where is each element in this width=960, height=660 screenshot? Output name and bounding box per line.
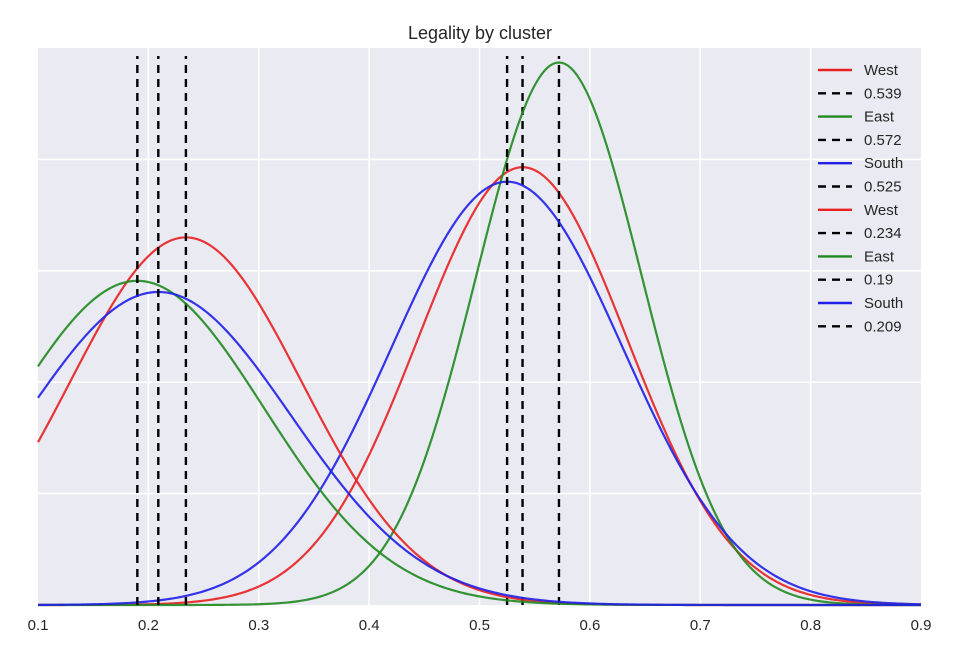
legend: West 0.539 East 0.572 South 0.525 West 0.234 Eas… [818,62,903,335]
x-tick-label: 0.2 [138,617,159,634]
legend-label: 0.209 [864,318,902,335]
legend-label: West [864,62,899,79]
chart-title: Legality by cluster [408,23,552,43]
legend-label: 0.234 [864,225,902,242]
legend-label: East [864,248,895,265]
series-layer [37,56,922,607]
x-tick-label: 0.4 [359,617,380,634]
x-tick-label: 0.1 [28,617,49,634]
x-tick-label: 0.8 [800,617,821,634]
x-tick-label: 0.7 [690,617,711,634]
legend-label: 0.572 [864,132,902,149]
legend-label: 0.539 [864,85,902,102]
x-tick-label: 0.3 [248,617,269,634]
series-curve-south [37,180,922,606]
legend-label: South [864,155,903,172]
legend-label: 0.525 [864,179,902,196]
legend-label: South [864,295,903,312]
legend-label: 0.19 [864,272,893,289]
tick-layer: 0.1 0.2 0.3 0.4 0.5 0.6 0.7 0.8 0.9 [28,617,932,634]
x-tick-label: 0.9 [911,617,932,634]
legend-label: East [864,109,895,126]
x-tick-label: 0.6 [579,617,600,634]
grid-layer [38,48,921,605]
series-curve-south [37,290,921,607]
x-tick-label: 0.5 [469,617,490,634]
legend-label: West [864,202,899,219]
